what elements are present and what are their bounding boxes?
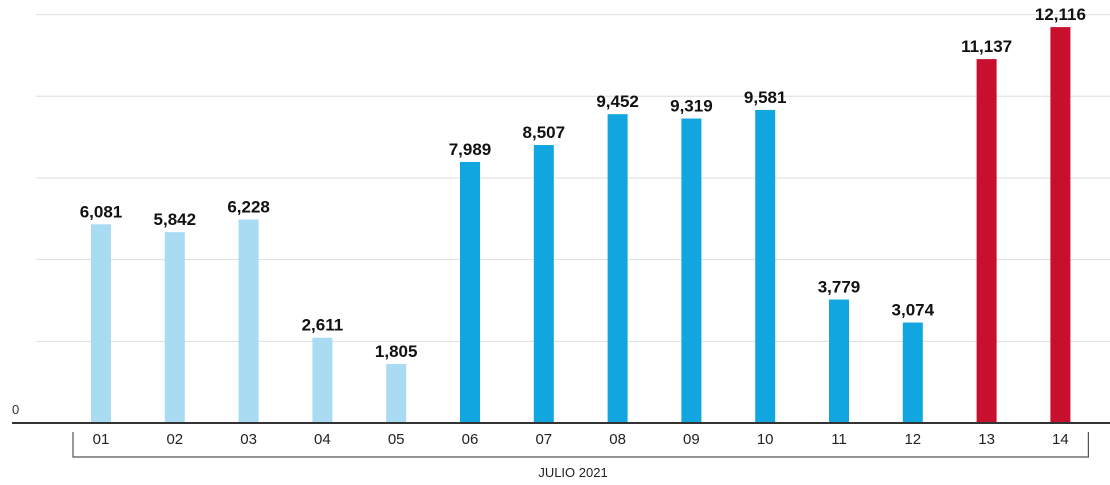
bars bbox=[91, 27, 1071, 424]
value-label-11: 3,779 bbox=[818, 278, 861, 297]
y-tick-label-zero: 0 bbox=[12, 402, 19, 417]
value-label-01: 6,081 bbox=[80, 202, 123, 221]
x-tick-label-06: 06 bbox=[462, 431, 479, 448]
value-label-14: 12,116 bbox=[1035, 5, 1086, 24]
bar-12 bbox=[902, 322, 923, 423]
x-tick-label-11: 11 bbox=[831, 431, 847, 448]
x-tick-label-13: 13 bbox=[978, 431, 995, 448]
x-tick-label-05: 05 bbox=[388, 431, 405, 448]
value-label-09: 9,319 bbox=[670, 97, 713, 116]
bar-07 bbox=[533, 145, 554, 424]
bar-01 bbox=[91, 224, 111, 423]
bar-09 bbox=[681, 118, 702, 423]
x-axis-title: JULIO 2021 bbox=[538, 465, 607, 480]
x-tick-label-01: 01 bbox=[93, 431, 110, 448]
bar-14 bbox=[1050, 27, 1071, 423]
value-label-05: 1,805 bbox=[375, 342, 418, 361]
value-label-06: 7,989 bbox=[449, 140, 492, 159]
x-tick-label-02: 02 bbox=[166, 431, 183, 448]
value-labels: 6,081 5,842 6,228 2,611 1,805 7,989 8,507 9,452… bbox=[80, 5, 1086, 361]
value-label-12: 3,074 bbox=[892, 301, 935, 320]
value-label-08: 9,452 bbox=[596, 92, 639, 111]
x-tick-label-14: 14 bbox=[1052, 431, 1069, 448]
x-tick-label-09: 09 bbox=[683, 431, 700, 448]
bar-10 bbox=[755, 109, 776, 423]
bar-03 bbox=[238, 219, 259, 423]
x-tick-label-08: 08 bbox=[609, 431, 626, 448]
value-label-13: 11,137 bbox=[961, 37, 1012, 56]
value-label-02: 5,842 bbox=[154, 210, 197, 229]
bar-11 bbox=[829, 299, 849, 423]
bar-05 bbox=[386, 364, 407, 423]
bar-13 bbox=[976, 59, 997, 424]
x-tick-label-04: 04 bbox=[314, 431, 331, 448]
x-tick-label-12: 12 bbox=[904, 431, 921, 448]
axis-bracket bbox=[72, 432, 1089, 458]
value-label-10: 9,581 bbox=[744, 88, 787, 107]
bar-02 bbox=[164, 232, 185, 423]
bar-06 bbox=[460, 161, 480, 424]
x-tick-label-07: 07 bbox=[535, 431, 552, 448]
bar-08 bbox=[607, 114, 628, 424]
value-label-04: 2,611 bbox=[302, 316, 344, 335]
bar-04 bbox=[312, 337, 333, 423]
x-tick-label-03: 03 bbox=[240, 431, 257, 448]
x-tick-label-10: 10 bbox=[757, 431, 774, 448]
value-label-07: 8,507 bbox=[523, 123, 566, 142]
gridlines bbox=[36, 14, 1110, 342]
x-tick-labels: 01 02 03 04 05 06 07 08 09 10 11 12 13 14 bbox=[93, 431, 1069, 448]
value-label-03: 6,228 bbox=[227, 198, 270, 217]
